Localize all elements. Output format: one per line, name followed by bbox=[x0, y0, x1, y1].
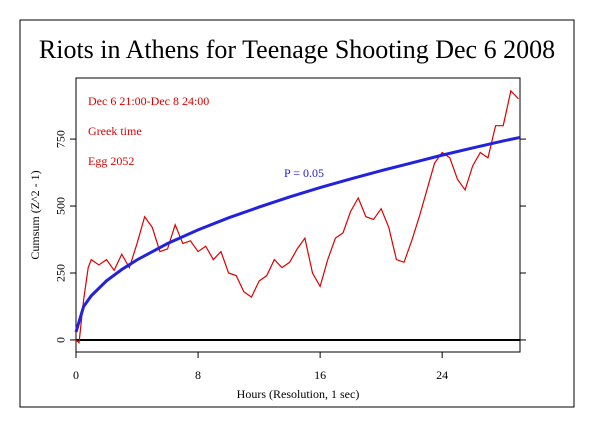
x-axis-label: Hours (Resolution, 1 sec) bbox=[237, 387, 360, 401]
plot-box bbox=[75, 77, 521, 353]
line bbox=[74, 135, 521, 333]
y-tick-label: 750 bbox=[54, 130, 68, 148]
y-axis-label: Cumsum (Z^2 - 1) bbox=[28, 170, 42, 259]
chart-title: Riots in Athens for Teenage Shooting Dec… bbox=[39, 35, 555, 64]
annotation: Egg 2052 bbox=[88, 154, 134, 168]
series-label: P = 0.05 bbox=[284, 166, 324, 180]
annotation: Greek time bbox=[88, 124, 142, 138]
x-tick-label: 0 bbox=[73, 368, 79, 382]
x-tick-label: 24 bbox=[436, 368, 448, 382]
line bbox=[75, 89, 519, 344]
y-tick-label: 500 bbox=[54, 197, 68, 215]
x-tick-label: 8 bbox=[195, 368, 201, 382]
y-tick-label: 250 bbox=[54, 264, 68, 282]
frame bbox=[19, 19, 575, 408]
annotation: Dec 6 21:00-Dec 8 24:00 bbox=[88, 94, 209, 108]
y-tick-label: 0 bbox=[54, 337, 68, 343]
x-tick-label: 16 bbox=[314, 368, 326, 382]
